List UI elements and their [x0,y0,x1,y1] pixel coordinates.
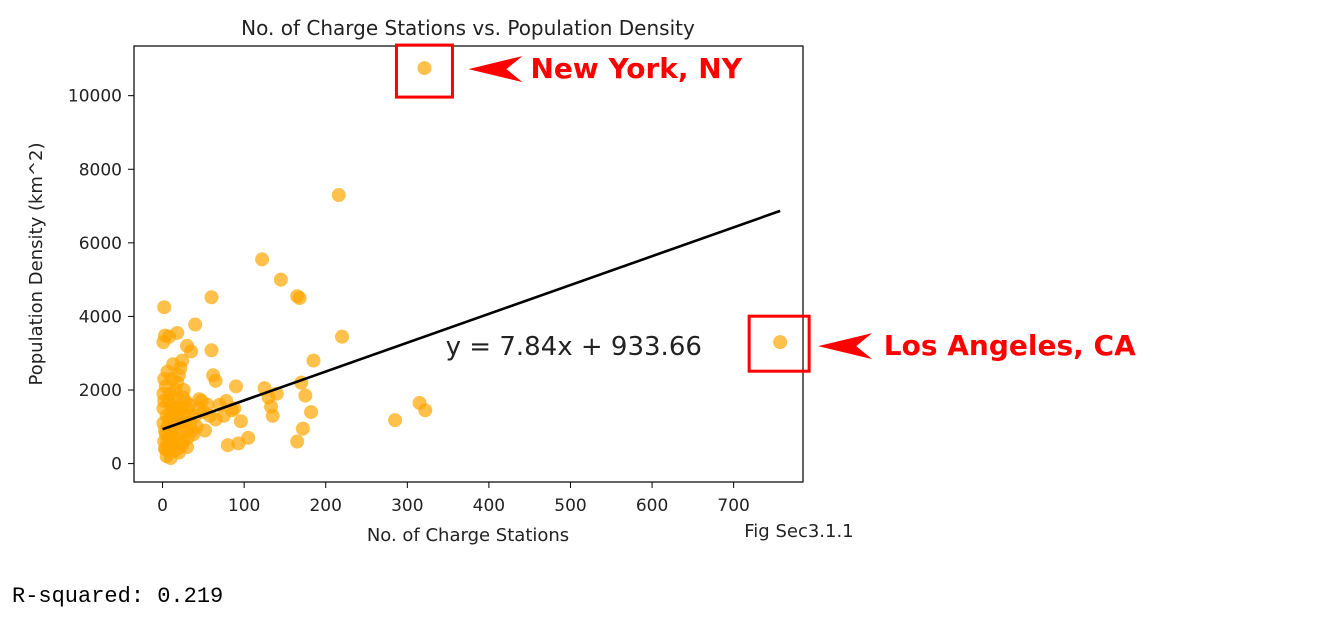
data-point-3 [255,252,270,267]
data-point-7 [204,290,219,305]
y-tick-label-0: 0 [111,455,122,475]
los-angeles-arrow [818,333,873,360]
data-point-9 [188,317,203,332]
axis-ticks: 0 100 200 300 400 500 600 700 0 2000 4000 6000 8000 1… [68,87,750,516]
data-point-21 [298,388,313,403]
data-point-106 [160,364,175,379]
y-axis-label: Population Density (km^2) [26,143,47,386]
x-tick-label-7: 700 [717,496,749,516]
data-point-15 [184,344,199,359]
chart-title: No. of Charge Stations vs. Population De… [241,16,695,40]
data-point-119 [180,440,195,455]
data-point-13 [335,329,350,344]
data-point-12 [170,325,185,340]
r-squared-output: R-squared: 0.219 [12,584,224,609]
data-point-2 [331,188,346,203]
x-tick-label-3: 300 [391,496,423,516]
data-point-19 [208,373,223,388]
regression-equation: y = 7.84x + 933.66 [446,332,702,362]
data-point-28 [304,405,319,420]
data-point-8 [157,300,172,315]
data-point-98 [194,394,209,409]
data-point-104 [157,394,172,409]
data-point-1 [773,335,788,350]
data-point-105 [158,379,173,394]
data-point-34 [418,403,433,418]
x-tick-label-2: 200 [309,496,341,516]
new-york-highlight-box [394,43,454,99]
data-point-26 [265,408,280,423]
new-york-label: New York, NY [531,52,743,85]
regression-line [162,209,781,431]
x-tick-label-6: 600 [636,496,668,516]
los-angeles-label: Los Angeles, CA [884,329,1136,362]
y-tick-label-2: 4000 [79,307,122,327]
data-point-29 [233,414,248,429]
data-point-99 [197,423,212,438]
data-points [156,61,788,466]
new-york-arrow [468,56,523,83]
annotations: New York, NY Los Angeles, CA Fig Sec3.1.1 [394,43,1136,542]
x-tick-label-0: 0 [157,496,168,516]
x-tick-label-5: 500 [554,496,586,516]
data-point-79 [156,335,171,350]
y-tick-label-4: 8000 [79,160,122,180]
figure-caption: Fig Sec3.1.1 [744,521,853,542]
data-point-16 [204,343,219,358]
data-point-115 [163,430,178,445]
data-point-36 [220,438,235,453]
y-tick-label-3: 6000 [79,234,122,254]
los-angeles-highlight-box [747,314,811,373]
plot-frame [133,45,804,483]
x-axis-label: No. of Charge Stations [367,525,569,546]
data-point-17 [306,353,321,368]
y-tick-label-5: 10000 [68,87,122,107]
data-point-31 [290,434,305,449]
data-point-32 [388,413,403,428]
data-point-4 [273,272,288,287]
y-tick-label-1: 2000 [79,381,122,401]
x-tick-label-4: 400 [473,496,505,516]
data-point-6 [292,291,307,306]
data-point-22 [228,379,243,394]
data-point-0 [417,61,432,76]
x-tick-label-1: 100 [228,496,260,516]
regression-layer: y = 7.84x + 933.66 [162,209,781,431]
data-point-37 [231,436,246,451]
data-point-30 [295,421,310,436]
